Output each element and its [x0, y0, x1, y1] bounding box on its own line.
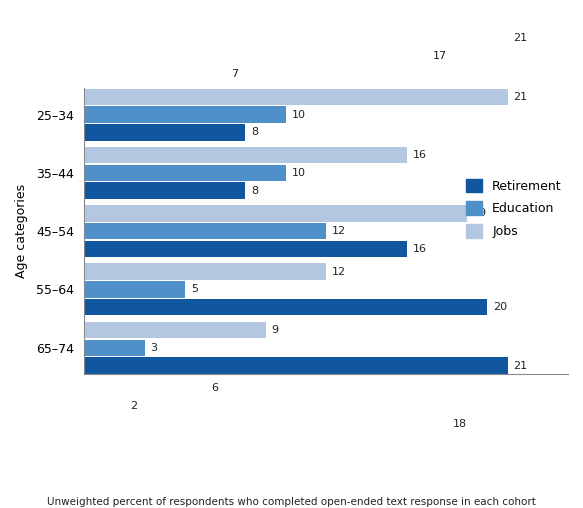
Bar — [84, 299, 487, 315]
Bar — [84, 30, 508, 47]
Bar — [84, 147, 407, 163]
Text: 21: 21 — [514, 34, 528, 43]
Text: 7: 7 — [231, 69, 238, 79]
Bar — [84, 416, 447, 432]
Text: 3: 3 — [150, 343, 157, 353]
Text: 21: 21 — [514, 361, 528, 370]
Bar — [84, 48, 427, 65]
Bar — [84, 380, 205, 396]
Bar — [84, 165, 286, 181]
Text: 9: 9 — [272, 325, 279, 335]
Bar — [84, 88, 508, 105]
Bar — [84, 205, 467, 221]
Text: 12: 12 — [332, 226, 346, 236]
Text: 18: 18 — [453, 419, 467, 429]
Text: 10: 10 — [292, 110, 305, 119]
Text: 19: 19 — [473, 208, 487, 218]
Bar — [84, 281, 185, 298]
Legend: Retirement, Education, Jobs: Retirement, Education, Jobs — [466, 178, 562, 238]
Text: 20: 20 — [493, 302, 508, 312]
Bar — [84, 182, 245, 199]
Bar — [84, 66, 225, 82]
Y-axis label: Age categories: Age categories — [15, 184, 28, 278]
Text: 16: 16 — [413, 150, 427, 160]
Bar — [84, 357, 508, 374]
Text: 12: 12 — [332, 267, 346, 277]
Text: 10: 10 — [292, 168, 305, 178]
Bar — [84, 264, 326, 280]
Bar — [84, 223, 326, 239]
Text: 2: 2 — [131, 401, 138, 411]
Text: Unweighted percent of respondents who completed open-ended text response in each: Unweighted percent of respondents who co… — [47, 496, 536, 508]
Text: 8: 8 — [251, 128, 258, 137]
Bar — [84, 241, 407, 257]
Text: 8: 8 — [251, 185, 258, 196]
Bar — [84, 106, 286, 123]
Bar — [84, 339, 145, 356]
Text: 16: 16 — [413, 244, 427, 254]
Bar — [84, 398, 124, 414]
Text: 17: 17 — [433, 51, 447, 61]
Text: 6: 6 — [211, 383, 218, 393]
Text: 5: 5 — [191, 284, 198, 295]
Bar — [84, 124, 245, 141]
Bar — [84, 322, 265, 338]
Text: 21: 21 — [514, 92, 528, 102]
